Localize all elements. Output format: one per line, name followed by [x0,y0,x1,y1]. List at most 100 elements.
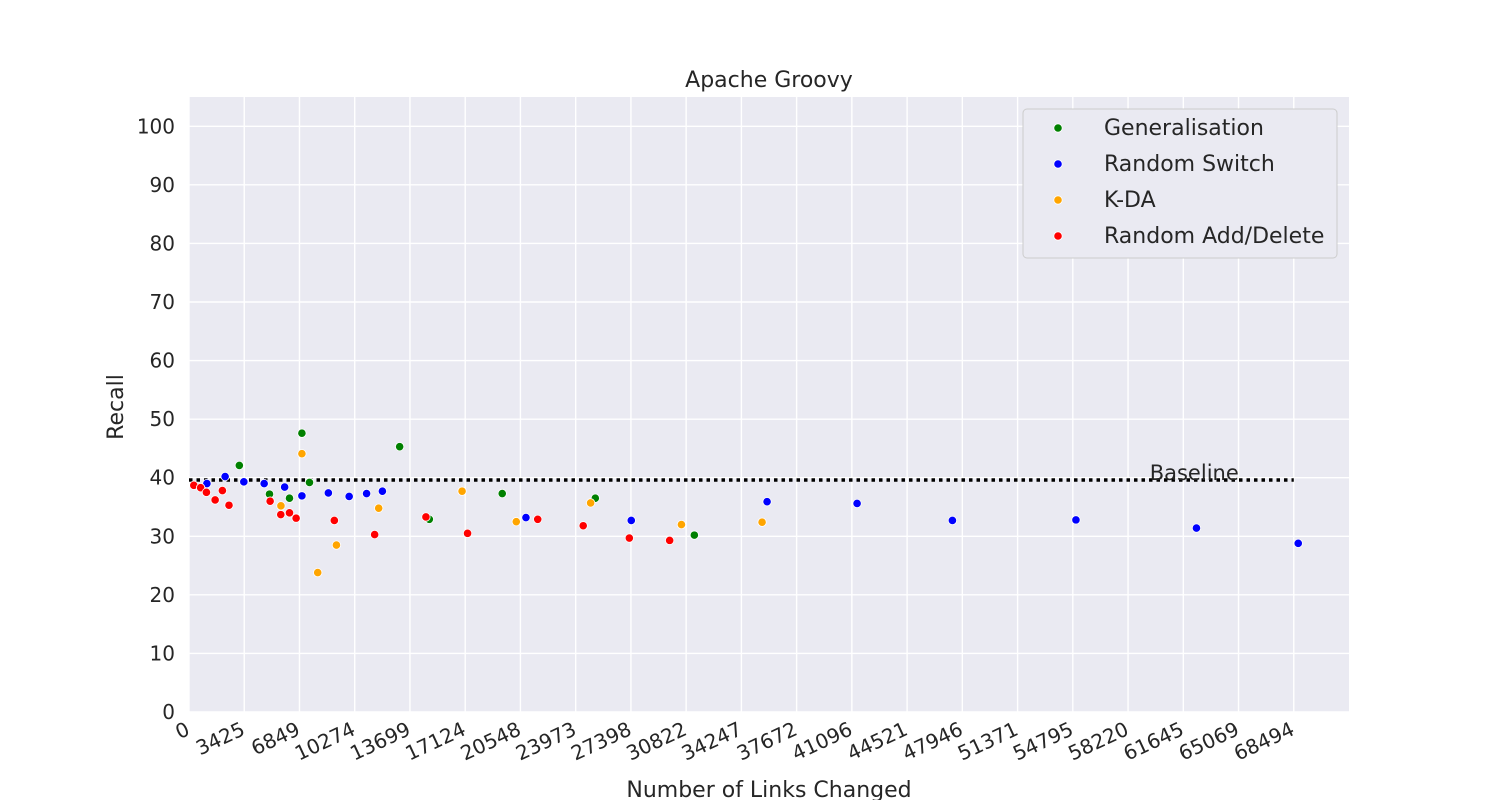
point-generalisation [497,488,507,499]
y-tick-label: 10 [150,641,175,665]
point-k-da [276,501,286,511]
point-random-switch [361,488,372,499]
point-random-add-delete [462,528,473,538]
legend-marker-random-switch [1053,159,1063,169]
x-tick-label: 61645 [1120,717,1188,766]
point-random-add-delete [533,514,543,524]
point-generalisation [395,442,405,452]
y-tick-labels: 0 10 20 30 40 50 60 70 80 90 100 [137,114,175,724]
legend-marker-k-da [1053,195,1063,205]
point-random-switch [344,491,354,502]
point-random-add-delete [291,513,301,523]
x-tick-label: 27398 [567,717,635,766]
point-k-da [511,517,521,527]
point-generalisation [304,477,315,487]
x-tick-label: 65069 [1175,717,1243,766]
point-random-switch [852,498,862,509]
x-tick-label: 17124 [402,717,470,766]
point-random-switch [220,471,230,482]
point-random-switch [202,478,212,489]
x-tick-labels: 0342568491027413699171242054823973273983… [171,717,1297,766]
y-tick-label: 30 [150,524,175,548]
baseline-label: Baseline [1150,461,1239,485]
x-tick-label: 20548 [457,717,525,766]
point-random-switch [1071,515,1081,525]
x-tick-label: 58220 [1064,717,1132,766]
point-random-switch [377,486,387,496]
x-tick-label: 51371 [954,717,1022,766]
x-axis-title: Number of Links Changed [626,778,911,800]
legend-marker-generalisation [1053,123,1063,133]
point-k-da [297,449,307,459]
point-random-switch [762,497,772,507]
legend-label-random-switch: Random Switch [1104,152,1275,177]
point-k-da [313,567,323,578]
x-tick-label: 30822 [622,717,690,766]
x-tick-label: 3425 [192,717,248,760]
x-tick-label: 13699 [346,717,414,766]
point-k-da [676,519,687,530]
point-random-add-delete [578,521,588,531]
x-tick-label: 54795 [1009,717,1077,766]
y-tick-label: 50 [150,407,175,431]
point-random-add-delete [224,500,234,510]
legend-label-generalisation: Generalisation [1104,116,1264,141]
y-tick-label: 60 [150,349,175,373]
point-random-switch [239,477,249,487]
point-random-add-delete [329,515,339,526]
y-tick-label: 0 [162,700,175,724]
point-random-switch [323,488,333,498]
point-random-switch [1191,523,1202,533]
point-random-add-delete [421,512,431,522]
point-random-add-delete [284,508,295,518]
point-k-da [457,486,467,496]
point-random-switch [947,515,958,526]
chart-title: Apache Groovy [685,68,853,93]
point-random-add-delete [201,487,212,497]
point-generalisation [234,460,244,471]
point-random-add-delete [624,533,634,543]
point-random-add-delete [370,529,380,540]
point-random-add-delete [217,485,227,496]
x-tick-label: 23973 [512,717,580,766]
y-tick-label: 90 [150,173,175,197]
x-tick-label: 41096 [788,717,856,766]
point-generalisation [284,493,295,503]
legend-box [1022,108,1338,259]
x-tick-label: 34247 [678,717,746,766]
point-k-da [331,540,342,550]
y-axis-title: Recall [104,374,129,440]
y-tick-label: 80 [150,231,175,255]
legend: Generalisation Random Switch K-DA Random Ad… [1022,108,1338,259]
point-random-add-delete [265,496,275,506]
point-random-switch [259,478,269,489]
point-k-da [757,517,767,527]
y-tick-label: 100 [137,114,175,138]
x-tick-label: 44521 [843,717,911,766]
data-points [189,428,1303,578]
x-tick-label: 10274 [291,717,359,766]
y-tick-label: 40 [150,466,175,490]
x-tick-label: 37672 [733,717,801,766]
legend-label-random-add-delete: Random Add/Delete [1104,224,1324,249]
point-random-switch [297,491,307,501]
y-tick-label: 20 [150,583,175,607]
legend-marker-random-add-delete [1053,231,1063,241]
y-tick-label: 70 [150,290,175,314]
legend-label-k-da: K-DA [1104,188,1156,213]
x-tick-label: 68494 [1230,717,1298,766]
point-generalisation [689,530,699,540]
point-generalisation [297,428,307,438]
point-k-da [586,498,596,508]
x-tick-label: 47946 [899,717,967,766]
point-random-switch [1293,538,1303,548]
point-random-add-delete [665,535,675,545]
point-random-switch [280,482,290,492]
point-random-add-delete [276,510,286,520]
point-k-da [374,503,384,513]
point-random-add-delete [210,495,220,505]
point-random-switch [626,515,636,526]
point-random-switch [521,512,531,523]
x-tick-label: 0 [171,717,193,744]
